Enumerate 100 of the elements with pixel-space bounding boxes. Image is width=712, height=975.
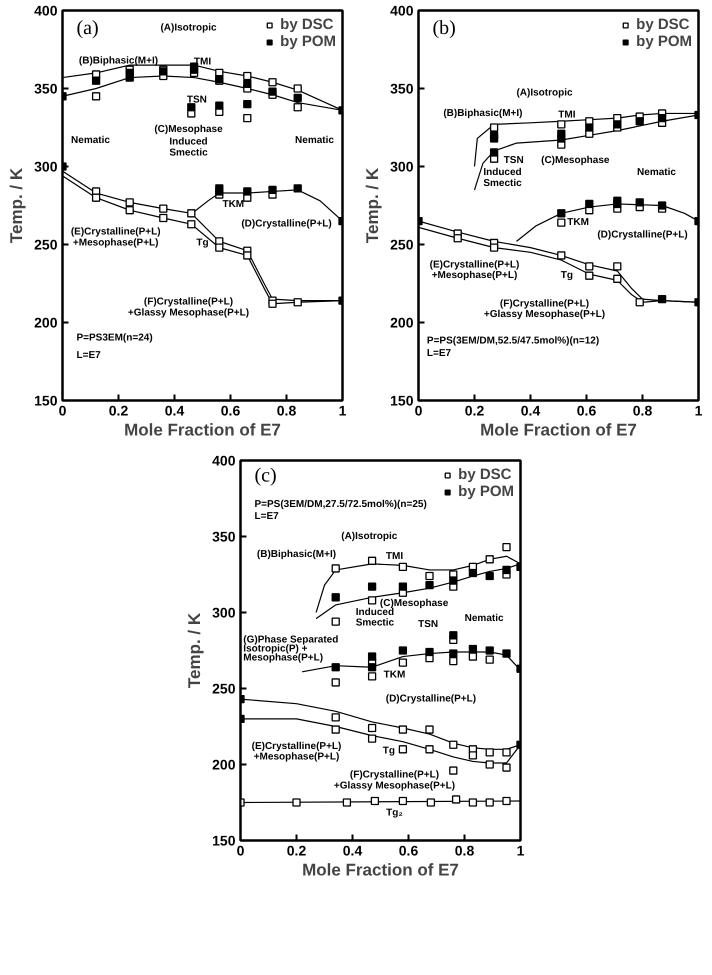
x-axis-title: Mole Fraction of E7 (480, 420, 637, 440)
annotation: P=PS3EM(n=24) (76, 332, 153, 344)
legend-label: by DSC (458, 466, 512, 483)
y-tick-label: 200 (390, 314, 414, 330)
annotation: (D)Crystalline(P+L) (241, 218, 332, 230)
legend-label: by DSC (280, 16, 334, 33)
y-tick-label: 300 (212, 604, 236, 620)
x-tick-label: 0.4 (342, 842, 362, 858)
annotation: Induced (169, 136, 208, 148)
y-tick-label: 300 (34, 158, 58, 174)
annotation: (B)Biphasic(M+I) (256, 549, 336, 560)
annotation: (F)Crystalline(P+L) (350, 770, 440, 781)
annotation: (C)Mesophase (541, 154, 610, 166)
x-tick-label: 0.2 (108, 402, 128, 418)
y-axis-title: Temp. / K (363, 167, 382, 244)
annotation: Isotropic(P) + (243, 643, 308, 654)
annotation: Tg (196, 237, 209, 248)
annotation: +Glassy Mesophase(P+L) (484, 309, 606, 320)
annotation: (a) (76, 17, 99, 40)
annotation: Smectic (483, 178, 522, 190)
y-tick-label: 350 (212, 528, 236, 544)
annotation: TMI (558, 110, 576, 121)
annotation: Tg (560, 270, 574, 282)
y-axis-title: Temp. / K (185, 612, 204, 688)
annotation: +Mesophase(P+L) (432, 270, 518, 282)
y-tick-label: 300 (390, 158, 414, 174)
annotation: L=E7 (76, 350, 102, 361)
x-tick-label: 0.6 (398, 842, 418, 858)
annotation: Tg₂ (386, 808, 403, 819)
y-tick-label: 250 (390, 236, 414, 252)
annotation: (C)Mesophase (154, 124, 224, 135)
annotation: L=E7 (254, 511, 280, 522)
annotation: Smectic (356, 618, 395, 629)
annotation: P=PS(3EM/DM,52.5/47.5mol%)(n=12) (426, 336, 600, 347)
x-tick-label: 0 (236, 842, 245, 858)
annotation: TKM (567, 217, 589, 228)
annotation: Mesophase(P+L) (243, 652, 324, 664)
x-tick-label: 0.8 (632, 402, 652, 418)
annotation: (B)Biphasic(M+I) (443, 108, 522, 119)
annotation: (A)Isotropic (516, 88, 573, 99)
annotation: (E)Crystalline(P+L) (430, 259, 520, 270)
x-tick-label: 0.4 (520, 402, 540, 418)
annotation: (F)Crystalline(P+L) (500, 298, 590, 310)
y-tick-label: 250 (34, 236, 58, 252)
x-tick-label: 1 (516, 842, 525, 858)
annotation: (C)Mesophase (380, 598, 449, 609)
legend-label: by DSC (636, 16, 690, 33)
legend-label: by POM (636, 33, 692, 50)
x-axis-title: Mole Fraction of E7 (302, 860, 459, 880)
y-tick-label: 150 (390, 392, 414, 408)
x-tick-label: 0.8 (276, 402, 296, 418)
x-tick-label: 0.4 (164, 402, 184, 418)
annotation: +Mesophase(P+L) (254, 751, 340, 762)
y-tick-label: 150 (34, 392, 58, 408)
annotation: P=PS(3EM/DM,27.5/72.5mol%)(n=25) (254, 499, 427, 510)
y-tick-label: 200 (34, 314, 58, 330)
x-tick-label: 0 (58, 402, 67, 418)
x-tick-label: 0.6 (576, 402, 596, 418)
y-tick-label: 400 (34, 2, 58, 18)
annotation: (D)Crystalline(P+L) (597, 230, 688, 241)
annotation: Nematic (464, 613, 504, 624)
y-tick-label: 150 (212, 832, 236, 848)
legend-label: by POM (458, 483, 514, 500)
y-tick-label: 350 (34, 80, 58, 96)
x-tick-label: 0.2 (286, 842, 306, 858)
y-tick-label: 400 (390, 2, 414, 18)
annotation: (A)Isotropic (160, 22, 217, 34)
annotation: (G)Phase Separated (243, 634, 338, 646)
annotation: Tg (382, 745, 396, 756)
y-tick-label: 250 (212, 680, 236, 696)
x-tick-label: 0.8 (454, 842, 474, 858)
annotation: Induced (356, 607, 394, 618)
annotation: (D)Crystalline(P+L) (386, 694, 476, 705)
annotation: (E)Crystalline(P+L) (70, 226, 161, 238)
annotation: +Glassy Mesophase(P+L) (128, 308, 250, 319)
annotation: Nematic (295, 134, 334, 146)
annotation: L=E7 (426, 348, 452, 360)
annotation: Induced (483, 167, 522, 178)
annotation: (c) (254, 464, 277, 487)
annotation: Smectic (169, 147, 208, 158)
annotation: TSN (418, 619, 438, 630)
annotation: (b) (432, 17, 456, 40)
x-tick-label: 0.6 (220, 402, 240, 418)
legend-label: by POM (280, 33, 336, 50)
annotation: +Mesophase(P+L) (72, 237, 159, 248)
annotation: (A)Isotropic (341, 531, 398, 542)
annotation: +Glassy Mesophase(P+L) (334, 780, 456, 792)
y-axis-title: Temp. / K (7, 167, 26, 244)
annotation: TKM (222, 198, 244, 210)
annotation: TMI (386, 550, 404, 562)
y-tick-label: 200 (212, 756, 236, 772)
annotation: TSN (504, 154, 524, 166)
annotation: (F)Crystalline(P+L) (144, 296, 234, 308)
annotation: TKM (384, 669, 406, 680)
x-tick-label: 1 (338, 402, 347, 418)
y-tick-label: 400 (212, 452, 236, 468)
x-tick-label: 1 (694, 402, 703, 418)
x-axis-title: Mole Fraction of E7 (124, 420, 281, 440)
annotation: Nematic (71, 134, 110, 146)
annotation: (B)Biphasic(M+I) (78, 56, 158, 67)
